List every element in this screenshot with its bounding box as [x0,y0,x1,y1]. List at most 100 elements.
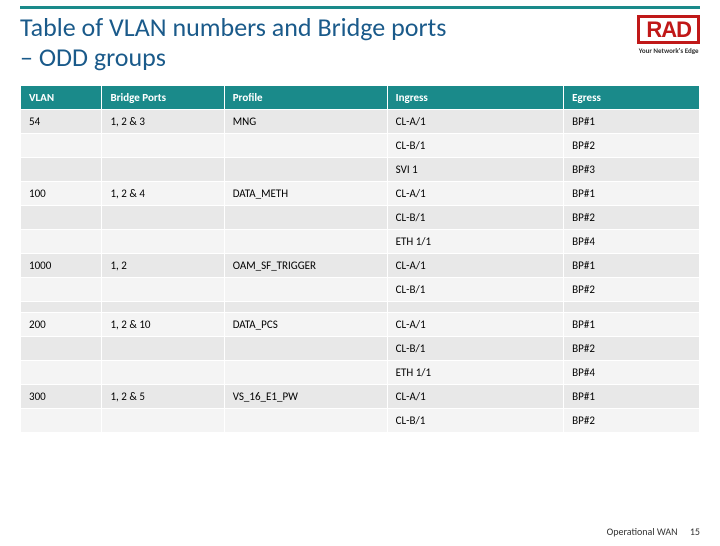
table-cell [102,205,224,229]
table-cell: BP#4 [564,360,700,384]
table-header-row: VLANBridge PortsProfileIngressEgress [21,85,700,109]
table-row: 1001, 2 & 4DATA_METHCL-A/1BP#1 [21,181,700,205]
title-line-1: Table of VLAN numbers and Bridge ports [20,11,446,43]
table-cell: BP#2 [564,408,700,432]
table-cell: CL-A/1 [387,181,564,205]
table-row: CL-B/1BP#2 [21,336,700,360]
column-header: Profile [224,85,387,109]
header: Table of VLAN numbers and Bridge ports –… [0,9,720,73]
table-container: VLANBridge PortsProfileIngressEgress 541… [0,73,720,433]
table-cell: BP#2 [564,133,700,157]
table-cell [21,336,102,360]
table-cell: CL-B/1 [387,205,564,229]
table-cell [224,277,387,301]
table-cell: BP#1 [564,181,700,205]
table-cell [387,301,564,312]
table-body: 541, 2 & 3MNGCL-A/1BP#1CL-B/1BP#2SVI 1BP… [21,109,700,432]
table-cell: 200 [21,312,102,336]
table-cell [21,133,102,157]
table-cell [21,229,102,253]
table-cell [21,157,102,181]
table-cell: 1, 2 & 3 [102,109,224,133]
table-cell: 300 [21,384,102,408]
table-cell: BP#3 [564,157,700,181]
table-cell: CL-B/1 [387,408,564,432]
table-cell [102,277,224,301]
table-cell [224,301,387,312]
table-cell: BP#1 [564,253,700,277]
table-row: 10001, 2OAM_SF_TRIGGERCL-A/1BP#1 [21,253,700,277]
table-cell: OAM_SF_TRIGGER [224,253,387,277]
table-cell: CL-A/1 [387,384,564,408]
table-cell [21,360,102,384]
table-cell [224,205,387,229]
table-cell [21,301,102,312]
column-header: Ingress [387,85,564,109]
vlan-table: VLANBridge PortsProfileIngressEgress 541… [20,85,700,433]
title-line-2: – ODD groups [20,41,166,73]
table-row: 541, 2 & 3MNGCL-A/1BP#1 [21,109,700,133]
table-cell [564,301,700,312]
table-cell: CL-A/1 [387,253,564,277]
table-cell: DATA_PCS [224,312,387,336]
table-cell: BP#2 [564,336,700,360]
table-cell: 1000 [21,253,102,277]
table-cell: BP#2 [564,205,700,229]
table-row: ETH 1/1BP#4 [21,360,700,384]
table-head: VLANBridge PortsProfileIngressEgress [21,85,700,109]
table-cell: DATA_METH [224,181,387,205]
logo-box: RAD [637,15,700,44]
table-cell: SVI 1 [387,157,564,181]
logo-tagline: Your Network's Edge [637,46,700,55]
table-cell: CL-B/1 [387,336,564,360]
table-cell [102,336,224,360]
column-header: Bridge Ports [102,85,224,109]
table-cell [102,133,224,157]
table-row: 3001, 2 & 5VS_16_E1_PWCL-A/1BP#1 [21,384,700,408]
table-cell: CL-B/1 [387,277,564,301]
page-number: 15 [690,525,700,538]
table-row: CL-B/1BP#2 [21,205,700,229]
table-cell: 1, 2 & 10 [102,312,224,336]
table-cell [21,205,102,229]
table-cell: ETH 1/1 [387,360,564,384]
table-cell [21,277,102,301]
table-cell: BP#2 [564,277,700,301]
table-cell: 1, 2 & 5 [102,384,224,408]
table-cell [224,360,387,384]
table-cell: 54 [21,109,102,133]
footer-label: Operational WAN [607,525,678,538]
table-cell [102,301,224,312]
table-cell: VS_16_E1_PW [224,384,387,408]
table-row: 2001, 2 & 10DATA_PCSCL-A/1BP#1 [21,312,700,336]
table-cell: CL-A/1 [387,312,564,336]
table-cell: 100 [21,181,102,205]
table-cell [102,408,224,432]
page-title: Table of VLAN numbers and Bridge ports –… [20,13,637,73]
logo-text: RAD [646,19,691,41]
table-row: CL-B/1BP#2 [21,408,700,432]
column-header: VLAN [21,85,102,109]
table-cell: MNG [224,109,387,133]
table-cell: BP#4 [564,229,700,253]
table-cell: BP#1 [564,384,700,408]
table-cell [102,360,224,384]
table-cell [224,408,387,432]
table-cell: 1, 2 & 4 [102,181,224,205]
table-cell [224,229,387,253]
table-cell: BP#1 [564,109,700,133]
table-cell [224,336,387,360]
table-cell: ETH 1/1 [387,229,564,253]
table-row [21,301,700,312]
table-row: CL-B/1BP#2 [21,277,700,301]
column-header: Egress [564,85,700,109]
table-cell [21,408,102,432]
table-row: SVI 1BP#3 [21,157,700,181]
table-row: ETH 1/1BP#4 [21,229,700,253]
table-cell [102,229,224,253]
table-cell: CL-A/1 [387,109,564,133]
table-cell [224,133,387,157]
table-row: CL-B/1BP#2 [21,133,700,157]
footer: Operational WAN 15 [607,525,700,538]
table-cell: BP#1 [564,312,700,336]
